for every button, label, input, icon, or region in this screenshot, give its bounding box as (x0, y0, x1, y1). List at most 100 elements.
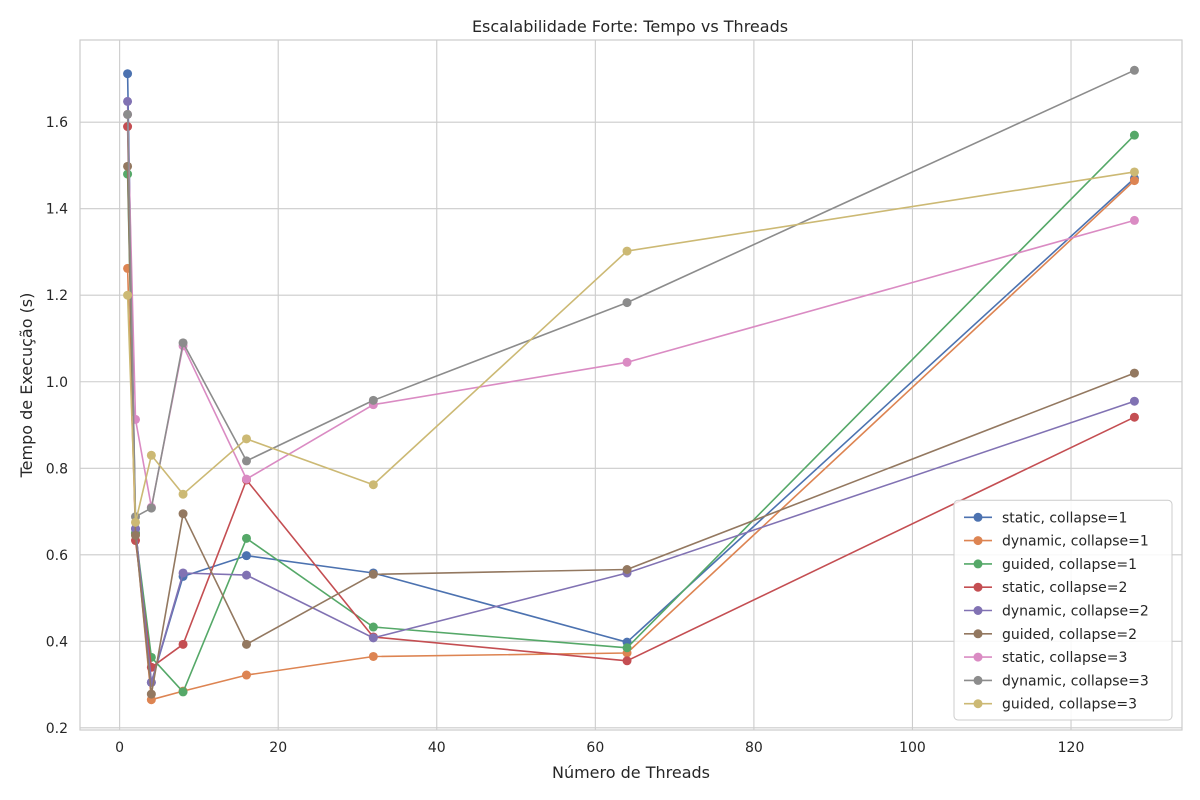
data-point (123, 109, 133, 119)
ticks: 0 20 40 60 80 100 120 0.2 0.4 0.6 0.8 1.0 1.2 1.4 1.6 (46, 115, 1085, 756)
x-tick-label: 20 (269, 740, 287, 756)
data-point (123, 290, 133, 300)
legend-item: dynamic, collapse=2 (964, 604, 1149, 620)
data-point (241, 434, 251, 444)
data-point (1129, 215, 1139, 225)
legend-label: guided, collapse=3 (1002, 697, 1137, 713)
data-point (130, 517, 140, 527)
series-5 (123, 161, 1139, 699)
legend-item: guided, collapse=2 (964, 627, 1137, 643)
data-point (123, 96, 133, 106)
data-point (1129, 412, 1139, 422)
plot-frame (79, 39, 1183, 731)
legend-item: static, collapse=3 (964, 650, 1127, 666)
data-point (368, 569, 378, 579)
legend-label: dynamic, collapse=3 (1002, 673, 1149, 689)
legend-item: dynamic, collapse=1 (964, 534, 1149, 550)
y-tick-label: 1.4 (46, 202, 68, 218)
legend-marker (973, 536, 983, 546)
data-point (241, 456, 251, 466)
x-tick-label: 100 (899, 740, 926, 756)
data-point (622, 643, 632, 653)
data-point (368, 480, 378, 490)
y-tick-label: 0.8 (46, 461, 68, 477)
data-point (1129, 65, 1139, 75)
series-line (126, 171, 1135, 524)
data-point (178, 338, 188, 348)
data-point (178, 489, 188, 499)
legend-label: guided, collapse=1 (1002, 557, 1137, 573)
legend-label: guided, collapse=2 (1002, 627, 1137, 643)
x-tick-label: 120 (1058, 740, 1085, 756)
legend-item: guided, collapse=3 (964, 697, 1137, 713)
data-point (368, 633, 378, 643)
chart-title: Escalabilidade Forte: Tempo vs Threads (472, 17, 788, 36)
legend-marker (973, 559, 983, 569)
data-point (241, 474, 251, 484)
x-tick-label: 0 (115, 740, 124, 756)
data-point (622, 298, 632, 308)
y-axis-label: Tempo de Execução (s) (17, 293, 36, 479)
data-point (241, 639, 251, 649)
data-point (178, 687, 188, 697)
legend-item: static, collapse=1 (964, 510, 1127, 526)
legend-marker (973, 629, 983, 639)
y-tick-label: 0.2 (46, 721, 68, 737)
data-point (178, 568, 188, 578)
y-tick-label: 0.4 (46, 634, 68, 650)
x-tick-label: 40 (428, 740, 446, 756)
x-tick-label: 60 (586, 740, 604, 756)
data-point (241, 670, 251, 680)
legend-label: static, collapse=3 (1002, 650, 1127, 666)
legend-marker (973, 512, 983, 522)
data-point (178, 639, 188, 649)
data-point (241, 533, 251, 543)
legend-box (953, 499, 1173, 721)
data-point (1129, 368, 1139, 378)
data-point (123, 161, 133, 171)
data-point (368, 395, 378, 405)
data-point (241, 551, 251, 561)
data-point (146, 450, 156, 460)
legend-item: static, collapse=2 (964, 580, 1127, 596)
y-tick-label: 1.2 (46, 288, 68, 304)
data-point (130, 530, 140, 540)
legend-label: dynamic, collapse=2 (1002, 604, 1149, 620)
data-point (1129, 176, 1139, 186)
x-axis-label: Número de Threads (552, 763, 710, 782)
data-point (146, 689, 156, 699)
legend-marker (973, 606, 983, 615)
data-point (123, 69, 133, 79)
data-point (178, 509, 188, 519)
data-point (622, 246, 632, 256)
series-line (126, 166, 1135, 695)
y-tick-label: 1.0 (46, 375, 68, 391)
data-point (622, 357, 632, 367)
legend-marker (973, 652, 983, 662)
series-line (126, 114, 1135, 509)
data-point (622, 656, 632, 666)
legend-marker (973, 582, 983, 592)
data-point (368, 622, 378, 632)
y-tick-label: 1.6 (46, 115, 68, 131)
legend-label: static, collapse=2 (1002, 580, 1127, 596)
series-7 (123, 65, 1139, 522)
data-point (1129, 167, 1139, 177)
legend: static, collapse=1 dynamic, collapse=1 gui… (953, 499, 1173, 721)
y-tick-label: 0.6 (46, 548, 68, 564)
x-tick-label: 80 (745, 740, 763, 756)
legend-label: dynamic, collapse=1 (1002, 534, 1149, 550)
data-point (146, 503, 156, 513)
legend-marker (973, 675, 983, 685)
legend-item: guided, collapse=1 (964, 557, 1137, 573)
data-point (1129, 396, 1139, 406)
series-8 (123, 167, 1139, 527)
data-point (368, 651, 378, 661)
legend-item: dynamic, collapse=3 (964, 673, 1149, 689)
legend-label: static, collapse=1 (1002, 510, 1127, 526)
data-point (1129, 130, 1139, 140)
data-point (622, 565, 632, 575)
series-layer (123, 65, 1139, 705)
data-point (241, 570, 251, 580)
